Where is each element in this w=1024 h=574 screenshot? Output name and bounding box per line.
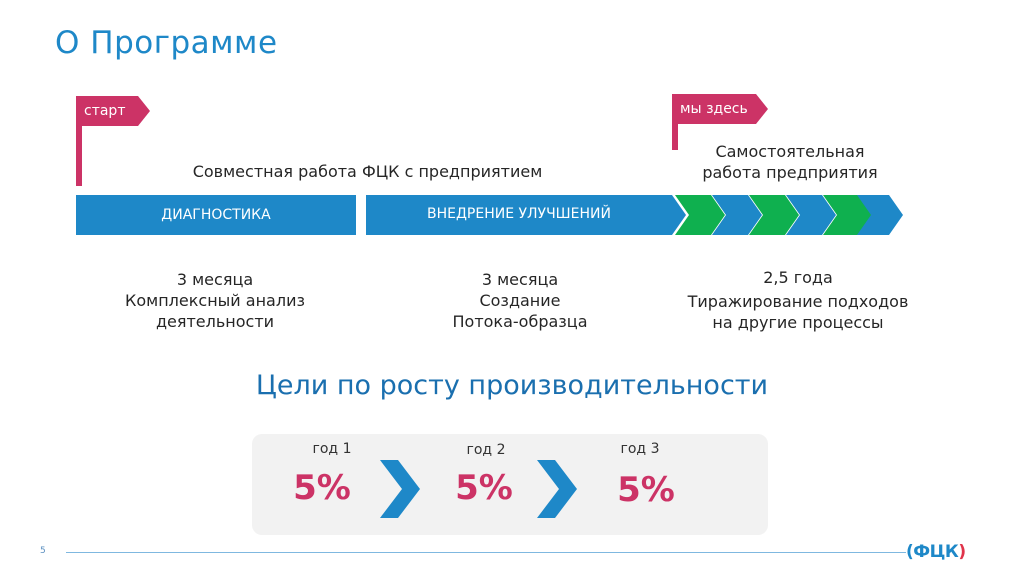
goal-year-3: год 3 [620, 441, 660, 457]
phase-diagnostics-desc: 3 месяца Комплексный анализ деятельности [100, 269, 330, 332]
independent-caption-line2: работа предприятия [702, 163, 878, 182]
logo-text: ФЦК [913, 542, 959, 562]
phase-improvements-bar: ВНЕДРЕНИЕ УЛУЧШЕНИЙ [366, 195, 686, 235]
goal-value-3: 5% [617, 470, 675, 510]
independent-work-caption: Самостоятельная работа предприятия [670, 141, 910, 183]
phase-duration: 3 месяца [481, 270, 559, 289]
phase-desc-line1: Комплексный анализ [125, 291, 305, 310]
start-flag-pole [76, 96, 82, 186]
footer-divider [66, 552, 906, 553]
independent-caption-line1: Самостоятельная [715, 142, 865, 161]
logo-left-bracket: ( [906, 542, 914, 562]
logo-right-bracket: ) [958, 542, 966, 562]
phase-scaling-desc: 2,5 года Тиражирование подходов на други… [670, 267, 926, 333]
phase-improvements-desc: 3 месяца Создание Потока-образца [420, 269, 620, 332]
here-flag: мы здесь [672, 94, 768, 124]
phase-desc-line2: деятельности [155, 312, 275, 331]
phase-duration: 3 месяца [176, 270, 254, 289]
page-title: О Программе [55, 25, 278, 61]
phase-desc-line1: Тиражирование подходов [687, 292, 909, 311]
goal-value-2: 5% [455, 468, 513, 508]
phase-duration: 2,5 года [763, 268, 833, 287]
goals-panel [252, 434, 768, 535]
goal-value-1: 5% [293, 468, 351, 508]
start-flag: старт [76, 96, 150, 126]
goal-year-2: год 2 [466, 442, 506, 458]
phase-desc-line2: Потока-образца [452, 312, 588, 331]
joint-work-caption: Совместная работа ФЦК с предприятием [192, 162, 543, 181]
phase-diagnostics-bar: ДИАГНОСТИКА [76, 195, 356, 235]
phase-desc-line2: на другие процессы [712, 313, 884, 332]
fck-logo: (ФЦК) [906, 542, 966, 562]
goal-year-1: год 1 [312, 441, 352, 457]
page-number: 5 [40, 546, 46, 556]
phase-desc-line1: Создание [479, 291, 561, 310]
goals-title: Цели по росту производительности [255, 370, 769, 401]
